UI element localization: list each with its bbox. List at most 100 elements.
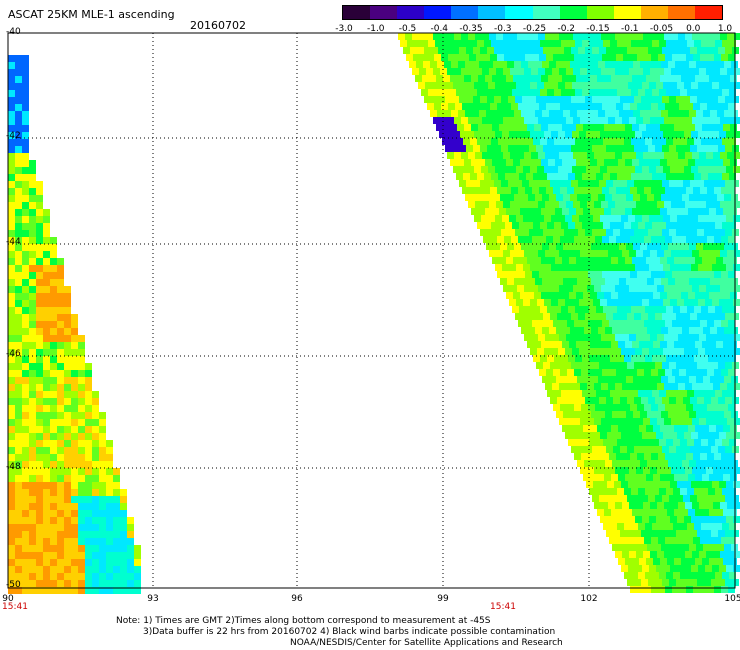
swath-cell [681, 292, 688, 299]
swath-cell [473, 96, 480, 103]
swath-cell [564, 229, 571, 236]
swath-cell [566, 152, 573, 159]
swath-cell [447, 117, 454, 124]
swath-cell [78, 454, 85, 461]
swath-cell [646, 474, 653, 481]
swath-cell [536, 229, 543, 236]
swath-cell [511, 271, 518, 278]
swath-cell [64, 363, 71, 370]
swath-cell [616, 369, 623, 376]
swath-cell [644, 236, 651, 243]
swath-cell [29, 559, 36, 566]
swath-cell [654, 327, 661, 334]
swath-cell [576, 341, 583, 348]
swath-cell [610, 355, 617, 362]
swath-cell [650, 383, 657, 390]
swath-cell [634, 145, 641, 152]
swath-cell [626, 376, 633, 383]
swath-cell [578, 145, 585, 152]
swath-cell [665, 103, 672, 110]
swath-cell [669, 96, 676, 103]
swath-cell [591, 194, 598, 201]
swath-cell [663, 432, 670, 439]
swath-cell [484, 173, 491, 180]
swath-cell [655, 180, 662, 187]
swath-cell [711, 47, 718, 54]
swath-cell [728, 404, 735, 411]
swath-cell [57, 468, 64, 475]
swath-cell [8, 342, 15, 349]
swath-cell [618, 425, 625, 432]
swath-cell [662, 145, 669, 152]
swath-cell [64, 447, 71, 454]
swath-cell [57, 552, 64, 559]
swath-cell [36, 244, 43, 251]
swath-cell [691, 215, 698, 222]
swath-cell [683, 313, 690, 320]
swath-cell [523, 215, 530, 222]
swath-cell [678, 33, 685, 40]
swath-cell [616, 537, 623, 544]
swath-cell [22, 517, 29, 524]
swath-cell [106, 496, 113, 503]
swath-cell [638, 439, 645, 446]
swath-cell [554, 306, 561, 313]
swath-cell [653, 292, 660, 299]
swath-cell [671, 334, 678, 341]
swath-cell [677, 516, 684, 523]
swath-cell [573, 68, 580, 75]
swath-cell [700, 369, 707, 376]
swath-cell [465, 61, 472, 68]
swath-cell [499, 257, 506, 264]
swath-cell [499, 75, 506, 82]
swath-cell [551, 166, 558, 173]
swath-cell [127, 566, 134, 573]
swath-cell [8, 531, 15, 538]
swath-cell [687, 439, 694, 446]
swath-cell [488, 131, 495, 138]
swath-cell [708, 138, 715, 145]
swath-cell [560, 404, 567, 411]
swath-cell [15, 370, 22, 377]
swath-cell [670, 82, 677, 89]
swath-cell [564, 145, 571, 152]
swath-cell [627, 145, 634, 152]
swath-cell [514, 194, 521, 201]
swath-cell [22, 181, 29, 188]
swath-cell [525, 103, 532, 110]
swath-cell [654, 376, 661, 383]
swath-cell [685, 418, 692, 425]
swath-cell [707, 236, 714, 243]
swath-cell [64, 510, 71, 517]
swath-cell [57, 580, 64, 587]
swath-cell [99, 447, 106, 454]
swath-cell [566, 201, 573, 208]
swath-cell [43, 223, 50, 230]
swath-cell [711, 530, 718, 537]
swath-cell [64, 496, 71, 503]
swath-cell [15, 76, 22, 83]
swath-cell [635, 481, 642, 488]
swath-cell [601, 201, 608, 208]
swath-cell [516, 299, 523, 306]
swath-cell [577, 411, 584, 418]
swath-cell [663, 481, 670, 488]
swath-cell [664, 383, 671, 390]
swath-cell [590, 75, 597, 82]
swath-cell [518, 236, 525, 243]
swath-cell [64, 293, 71, 300]
swath-cell [585, 229, 592, 236]
swath-cell [8, 118, 15, 125]
swath-cell [627, 579, 634, 586]
swath-cell [569, 425, 576, 432]
swath-cell [681, 124, 688, 131]
swath-cell [709, 257, 716, 264]
swath-cell [589, 138, 596, 145]
swath-cell [705, 215, 712, 222]
swath-cell [703, 327, 710, 334]
swath-cell [602, 54, 609, 61]
swath-cell [632, 341, 639, 348]
swath-cell [398, 33, 405, 40]
swath-cell [29, 286, 36, 293]
swath-cell [57, 538, 64, 545]
